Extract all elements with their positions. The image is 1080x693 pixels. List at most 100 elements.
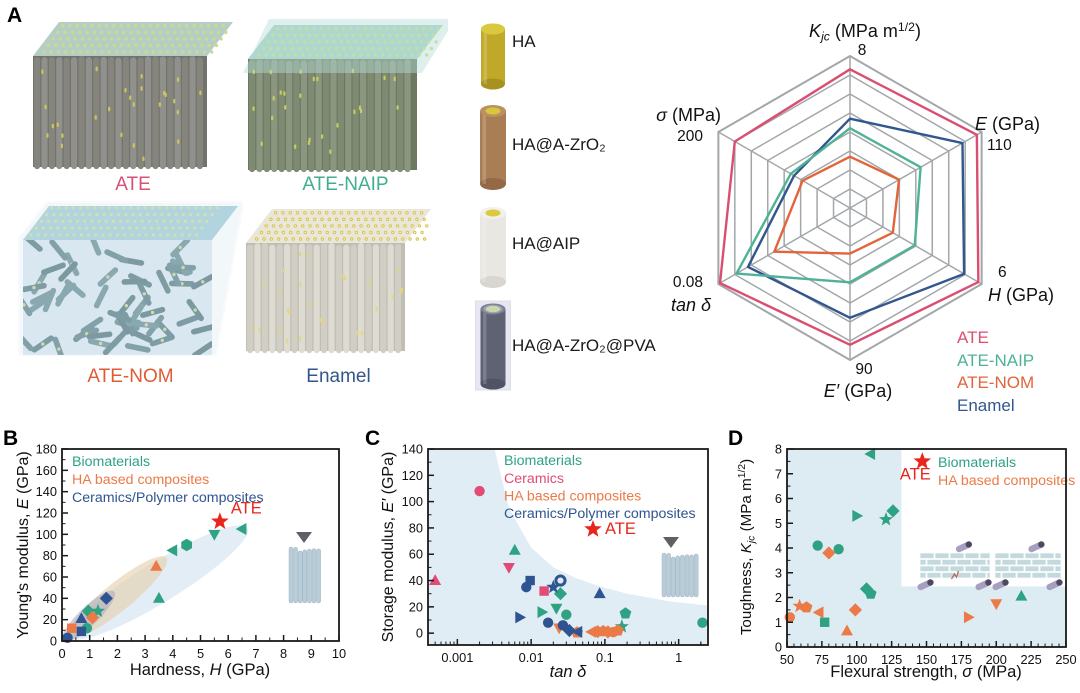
radar-axis-kjc-max: 8: [858, 42, 867, 59]
legend-item: Biomaterials: [72, 454, 150, 470]
x-tick-label: 3: [142, 646, 149, 661]
x-tick-label: 100: [846, 652, 867, 667]
x-tick-label: 50: [780, 652, 794, 667]
gray-marker-icon: [296, 532, 312, 543]
rod-label-ha-zro2: HA@A-ZrO₂: [512, 135, 606, 154]
legend-item: HA based composites: [504, 489, 641, 505]
y-tick-label: 40: [43, 591, 57, 606]
y-tick-label: 180: [36, 442, 57, 457]
cylinder-icon: [481, 23, 505, 90]
data-point: [1015, 589, 1028, 601]
y-tick-label: 20: [43, 612, 57, 627]
data-point: [585, 625, 596, 638]
roller-icon: [1028, 541, 1045, 553]
cylinder-icon: [475, 300, 511, 391]
y-tick-label: 60: [409, 547, 423, 562]
data-point: [502, 562, 515, 574]
roller-icon: [975, 579, 992, 591]
legend-item: HA based composites: [938, 473, 1075, 489]
data-point: [546, 579, 561, 594]
panel-label-a: A: [7, 4, 23, 27]
data-point: [235, 523, 247, 535]
data-point: [913, 452, 932, 469]
y-tick-label: 80: [43, 548, 57, 563]
radar-grid: [717, 54, 983, 362]
shaded-region: [428, 449, 708, 645]
x-tick-label: 4: [169, 646, 176, 661]
y-tick-label: 120: [402, 468, 423, 483]
radar-chart: Kjc​ (MPa m1/2​)8 E (GPa) 110 6 H (GPa) 90 E′ …: [656, 20, 1054, 401]
legend-item: Ceramics/Polymer composites: [504, 506, 696, 522]
y-axis-label: Storage modulus, E′ (GPa): [380, 452, 397, 643]
structure-block-nom: [18, 201, 243, 356]
rod-icon-ha-zro2-pva: [475, 300, 511, 391]
data-point: [614, 619, 629, 633]
data-point: [554, 574, 567, 587]
y-tick-label: 160: [36, 463, 57, 478]
data-point: [429, 574, 442, 585]
structure-label-enamel: Enamel: [306, 366, 371, 387]
y-tick-label: 6: [775, 491, 782, 506]
legend-item: Ceramics: [504, 471, 564, 487]
x-tick-label: 8: [280, 646, 287, 661]
radar-axis-h: H (GPa): [988, 285, 1054, 305]
data-point: [181, 538, 193, 552]
y-tick-label: 40: [409, 573, 423, 588]
bending-test-icon: [917, 541, 992, 591]
x-tick-label: 200: [986, 652, 1007, 667]
data-point: [537, 606, 549, 619]
data-point: [812, 606, 824, 619]
data-point: [879, 512, 894, 526]
data-point: [75, 612, 88, 623]
x-tick-label: 1: [675, 650, 682, 665]
x-tick-label: 1: [86, 646, 93, 661]
data-point: [76, 626, 87, 637]
data-point: [550, 603, 563, 615]
radar-axis-h-max: 6: [998, 264, 1007, 281]
y-tick-label: 7: [775, 466, 782, 481]
ate-annotation: ATE: [231, 500, 262, 518]
panel-label-d: D: [728, 427, 744, 450]
structure-block-naip: [243, 19, 448, 173]
x-tick-label: 7: [252, 646, 259, 661]
rod-bundle-icon: [661, 552, 699, 598]
rod-icon-ha-zro2: [480, 105, 506, 190]
roller-icon: [917, 579, 934, 591]
x-axis-label: tan δ: [550, 663, 588, 681]
roller-icon: [1046, 579, 1063, 591]
radar-series-ATE: [718, 68, 980, 346]
radar-series-Enamel: [746, 117, 966, 319]
radar-axis-e-max: 110: [987, 137, 1012, 154]
rod-icon-ha-aip: [480, 207, 506, 288]
data-point: [90, 603, 106, 618]
radar-axis-tand: tan δ: [671, 295, 712, 315]
radar-legend: ATE ATE-NAIP ATE-NOM Enamel: [957, 327, 1034, 417]
data-point: [542, 617, 554, 628]
x-axis-label: Flexural strength, σ (MPa): [830, 663, 1022, 681]
roller-icon: [992, 579, 1009, 591]
legend-item: Ceramics/Polymer composites: [72, 490, 264, 506]
x-tick-label: 250: [1055, 652, 1076, 667]
y-tick-label: 0: [50, 634, 57, 649]
x-tick-label: 2: [114, 646, 121, 661]
legend-item: Biomaterials: [504, 453, 582, 469]
ate-annotation: ATE: [605, 520, 636, 538]
y-tick-label: 4: [775, 541, 782, 556]
rod-label-ha-zro2-pva: HA@A-ZrO₂@PVA: [512, 336, 656, 355]
data-point: [800, 601, 813, 613]
ate-annotation: ATE: [900, 465, 931, 483]
data-point: [864, 447, 876, 460]
roller-icon: [955, 541, 973, 553]
cylinder-icon: [480, 207, 506, 288]
rod-icon-ha: [481, 23, 505, 90]
data-point: [792, 598, 807, 613]
data-point: [963, 611, 975, 624]
data-point: [539, 586, 549, 596]
y-tick-label: 8: [775, 442, 782, 457]
legend-item: HA based composites: [72, 472, 209, 488]
radar-series-ATE-NOM: [773, 155, 901, 255]
y-tick-label: 0: [775, 640, 782, 655]
data-point: [833, 544, 844, 555]
structure-block-ate: [33, 22, 233, 170]
